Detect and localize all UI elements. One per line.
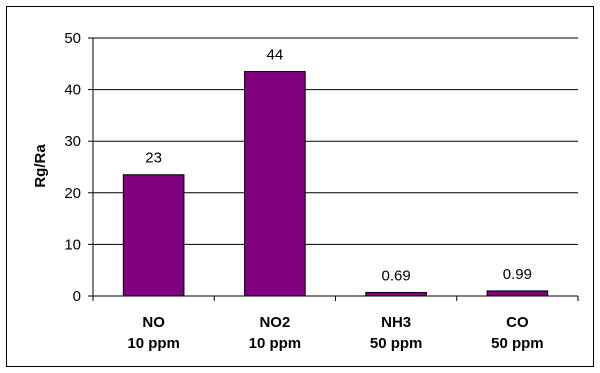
y-axis-title: Rg/Ra: [32, 144, 49, 188]
bars: [122, 71, 549, 297]
y-tick-label: 0: [73, 288, 81, 305]
data-label: 44: [267, 47, 284, 64]
y-tick-label: 50: [64, 30, 81, 47]
x-category-sublabel: 10 ppm: [127, 335, 180, 352]
data-label: 0.69: [382, 267, 411, 284]
y-tick-label: 40: [64, 82, 81, 99]
axes: [88, 37, 579, 301]
x-category-label: NO2: [259, 314, 290, 331]
bar-no2: [244, 71, 306, 297]
data-label: 0.99: [503, 266, 532, 283]
y-tick-label: 30: [64, 133, 81, 150]
x-category-sublabel: 50 ppm: [491, 335, 544, 352]
bar-no: [122, 174, 185, 297]
y-tick-label: 10: [64, 236, 81, 253]
labels: 0 10 20 30 40 50 23 NO 10 ppm 44 NO2 10 ppm 0.69 NH3 5…: [64, 30, 543, 352]
x-category-label: NH3: [381, 314, 411, 331]
x-category-sublabel: 50 ppm: [370, 335, 423, 352]
x-category-label: CO: [506, 314, 529, 331]
data-label: 23: [145, 150, 162, 167]
x-category-label: NO: [142, 314, 165, 331]
bar-nh3: [365, 291, 427, 297]
y-tick-label: 20: [64, 185, 81, 202]
bar-co: [486, 290, 549, 297]
x-category-sublabel: 10 ppm: [249, 335, 302, 352]
